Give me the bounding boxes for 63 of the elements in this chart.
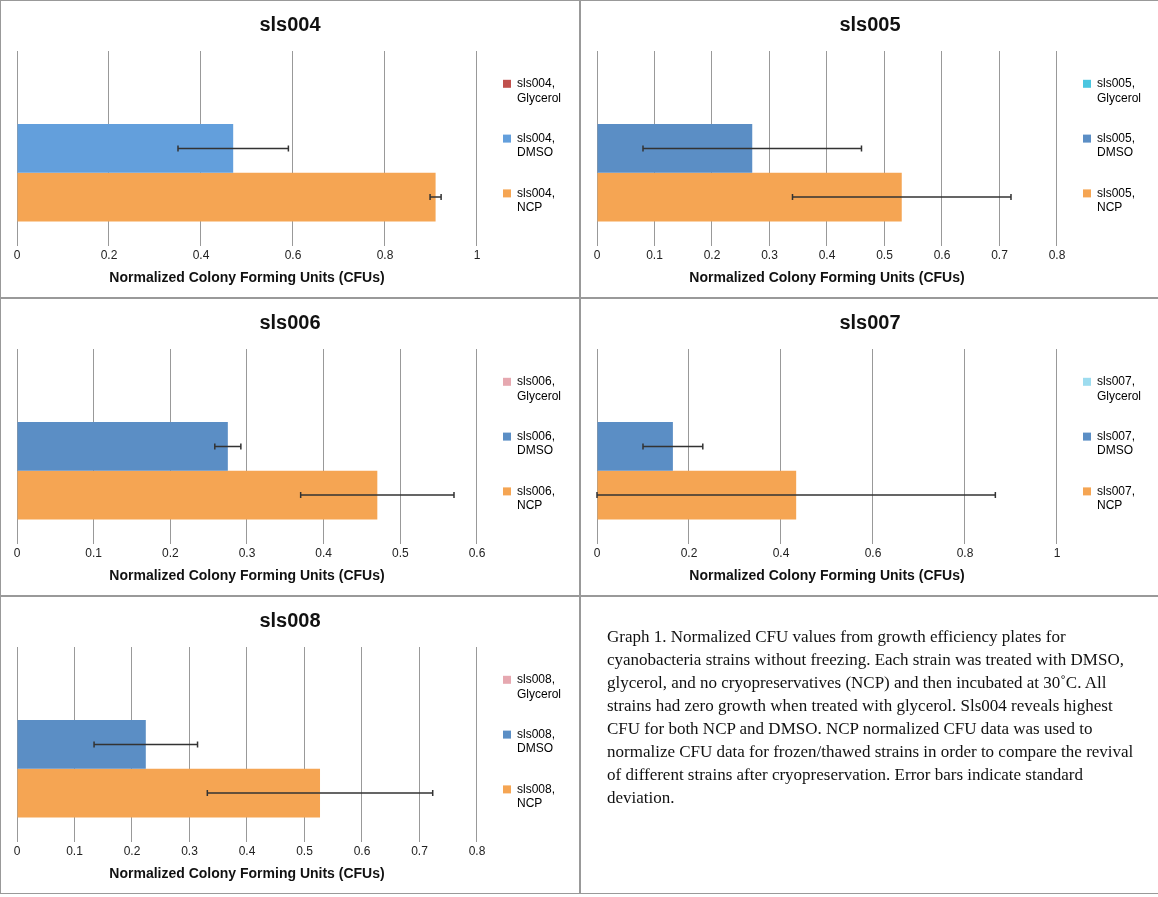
x-tick-label: 0.3: [181, 844, 199, 859]
x-tick-label: 0.4: [238, 844, 256, 859]
x-tick-label: 0.1: [85, 546, 103, 561]
x-tick-label: 0.4: [818, 248, 836, 263]
x-tick-label: 0.3: [238, 546, 256, 561]
legend-label: sls007, DMSO: [1096, 428, 1136, 458]
x-tick-label: 0.2: [703, 248, 721, 263]
x-tick-label: 1: [1053, 546, 1061, 561]
x-tick-label: 0.8: [376, 248, 394, 263]
x-tick-label: 0: [13, 844, 21, 859]
x-axis-title: Normalized Colony Forming Units (CFUs): [689, 567, 965, 584]
x-tick-label: 0.6: [353, 844, 371, 859]
legend-label: sls005, Glycerol: [1096, 76, 1142, 105]
chart-title: sls004: [259, 12, 322, 35]
x-axis-title: Normalized Colony Forming Units (CFUs): [109, 567, 385, 584]
x-tick-label: 0.6: [933, 248, 951, 263]
x-tick-label: 0.4: [192, 248, 210, 263]
legend-label: sls007, NCP: [1096, 483, 1136, 513]
legend-label: sls006, NCP: [516, 483, 556, 513]
x-tick-label: 0.1: [66, 844, 84, 859]
legend-label: sls006, DMSO: [516, 428, 556, 458]
x-tick-label: 0.6: [864, 546, 882, 561]
x-tick-label: 0.4: [315, 546, 333, 561]
chart-title: sls005: [839, 12, 901, 35]
x-tick-label: 0.5: [391, 546, 409, 561]
x-tick-label: 1: [473, 248, 481, 263]
chart-title: sls007: [839, 310, 901, 333]
x-tick-label: 0.8: [1048, 248, 1066, 263]
x-tick-label: 0.2: [161, 546, 179, 561]
x-tick-label: 0.6: [468, 546, 486, 561]
legend-label: sls008, DMSO: [516, 726, 556, 756]
x-tick-label: 0.6: [284, 248, 302, 263]
legend-label: sls006, Glycerol: [516, 374, 562, 403]
x-tick-label: 0.2: [123, 844, 141, 859]
chart-title: sls006: [259, 310, 321, 333]
x-tick-label: 0: [593, 248, 601, 263]
legend-label: sls007, Glycerol: [1096, 374, 1142, 403]
legend-label: sls005, NCP: [1096, 185, 1136, 215]
x-tick-label: 0.7: [991, 248, 1009, 263]
x-tick-label: 0.3: [761, 248, 779, 263]
x-axis-title: Normalized Colony Forming Units (CFUs): [689, 269, 965, 286]
legend-label: sls008, NCP: [516, 781, 556, 811]
legend-label: sls004, Glycerol: [516, 76, 562, 105]
x-tick-label: 0.8: [956, 546, 974, 561]
legend-label: sls008, Glycerol: [516, 672, 562, 701]
x-tick-label: 0.5: [876, 248, 894, 263]
chart-title: sls008: [259, 608, 321, 631]
x-tick-label: 0.4: [772, 546, 790, 561]
x-tick-label: 0.2: [100, 248, 118, 263]
x-tick-label: 0.8: [468, 844, 486, 859]
caption: Graph 1. Normalized CFU values from growth efficiency plates for cyanobacteria strains without freezing. Each strain was treated with DMSO, glycerol, and no cryopreservatives (NCP) and then incubated at 30˚C. All strains had zero growth when treated with glycerol. Sls004 reveals highest CFU for both NCP and DMSO. NCP normalized CFU data was used to normalize CFU data for frozen/thawed strains in order to compare the revival of different strains after cryopreservation. Error bars indicate standard deviation.: [606, 626, 1135, 809]
x-axis-title: Normalized Colony Forming Units (CFUs): [109, 865, 385, 882]
x-tick-label: 0.2: [680, 546, 698, 561]
x-tick-label: 0: [13, 248, 21, 263]
x-axis-title: Normalized Colony Forming Units (CFUs): [109, 269, 385, 286]
x-tick-label: 0.5: [296, 844, 314, 859]
legend-label: sls004, DMSO: [516, 130, 556, 160]
x-tick-label: 0.1: [646, 248, 664, 263]
legend-label: sls004, NCP: [516, 185, 556, 215]
legend-label: sls005, DMSO: [1096, 130, 1136, 160]
x-tick-label: 0.7: [411, 844, 429, 859]
x-tick-label: 0: [13, 546, 21, 561]
x-tick-label: 0: [593, 546, 601, 561]
